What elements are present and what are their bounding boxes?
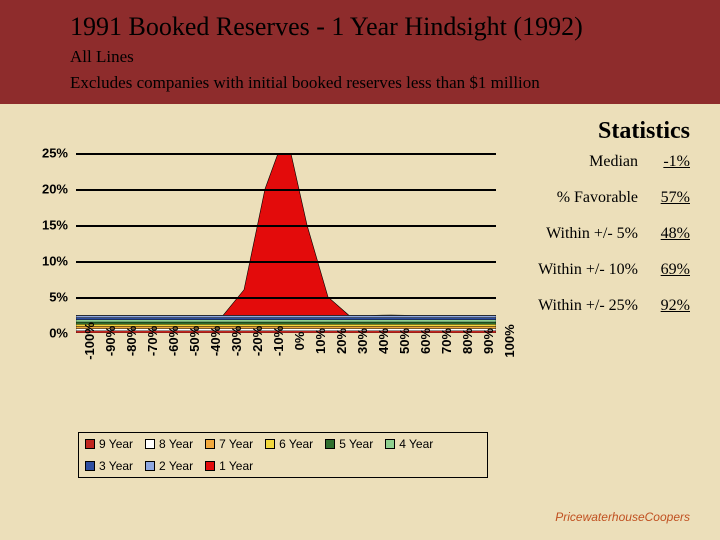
legend-item: 4 Year [385,437,433,451]
baseline-band [76,322,496,324]
legend-item: 2 Year [145,459,193,473]
baseline-band [76,327,496,329]
statistics-panel: Median-1%% Favorable57%Within +/- 5%48%W… [518,153,720,413]
y-tick-label: 20% [42,182,68,197]
legend-swatch [385,439,395,449]
x-tick-label: -70% [145,326,160,356]
x-tick-label: -60% [166,326,181,356]
legend-item: 9 Year [85,437,133,451]
legend-label: 3 Year [99,459,133,473]
baseline-band [76,318,496,320]
x-tick-label: -50% [187,326,202,356]
x-tick-label: -10% [271,326,286,356]
legend-swatch [85,439,95,449]
stat-label: Within +/- 5% [546,225,638,243]
subtitle-line1: All Lines [70,46,720,68]
x-tick-label: 0% [292,332,307,351]
stat-row: Within +/- 25% 92% [518,297,690,315]
baseline-band [76,320,496,322]
stat-label: Within +/- 25% [538,297,638,315]
legend-swatch [85,461,95,471]
x-tick-label: -20% [250,326,265,356]
x-tick-label: 10% [313,328,328,354]
distribution-chart: 0%5%10%15%20%25% -100%-90%-80%-70%-60%-5… [28,153,518,413]
x-tick-label: 20% [334,328,349,354]
y-axis-labels: 0%5%10%15%20%25% [28,153,72,333]
y-tick-label: 0% [49,326,68,341]
content-row: 0%5%10%15%20%25% -100%-90%-80%-70%-60%-5… [0,153,720,413]
stat-row: Median -1% [518,153,690,171]
baseline-band [76,324,496,326]
stat-label: Within +/- 10% [538,261,638,279]
legend: 9 Year 8 Year 7 Year 6 Year 5 Year 4 Year 3 Ye… [78,432,488,478]
stat-value: 57% [650,189,690,207]
x-tick-label: -80% [124,326,139,356]
legend-swatch [325,439,335,449]
slide: 1991 Booked Reserves - 1 Year Hindsight … [0,0,720,540]
stat-label: % Favorable [557,189,638,207]
stat-value: 48% [650,225,690,243]
page-title: 1991 Booked Reserves - 1 Year Hindsight … [70,12,720,42]
header-bar: 1991 Booked Reserves - 1 Year Hindsight … [0,0,720,104]
legend-label: 5 Year [339,437,373,451]
legend-swatch [265,439,275,449]
legend-label: 1 Year [219,459,253,473]
x-tick-label: 80% [460,328,475,354]
x-tick-label: 40% [376,328,391,354]
footer-brand: PricewaterhouseCoopers [555,510,690,524]
legend-item: 1 Year [205,459,253,473]
primary-series-area [76,153,496,315]
legend-label: 6 Year [279,437,313,451]
x-tick-label: 70% [439,328,454,354]
legend-label: 4 Year [399,437,433,451]
chart-svg [76,153,496,333]
grid-line [76,261,496,263]
legend-item: 7 Year [205,437,253,451]
subtitle-line2: Excludes companies with initial booked r… [70,72,720,94]
stat-row: Within +/- 5% 48% [518,225,690,243]
x-tick-label: 30% [355,328,370,354]
legend-label: 2 Year [159,459,193,473]
x-tick-label: -30% [229,326,244,356]
statistics-heading: Statistics [0,118,690,145]
legend-swatch [145,439,155,449]
legend-item: 5 Year [325,437,373,451]
y-tick-label: 25% [42,146,68,161]
legend-swatch [205,461,215,471]
y-tick-label: 10% [42,254,68,269]
y-tick-label: 5% [49,290,68,305]
x-tick-label: 100% [502,325,517,358]
grid-line [76,225,496,227]
legend-item: 8 Year [145,437,193,451]
x-tick-label: 50% [397,328,412,354]
stat-row: Within +/- 10% 69% [518,261,690,279]
stat-value: -1% [650,153,690,171]
x-tick-label: 90% [481,328,496,354]
stat-row: % Favorable 57% [518,189,690,207]
y-tick-label: 15% [42,218,68,233]
x-axis-labels: -100%-90%-80%-70%-60%-50%-40%-30%-20%-10… [76,337,496,397]
x-tick-label: -40% [208,326,223,356]
legend-label: 8 Year [159,437,193,451]
baseline-band [76,329,496,331]
legend-swatch [145,461,155,471]
grid-line [76,189,496,191]
grid-line [76,153,496,155]
x-tick-label: 60% [418,328,433,354]
x-tick-label: -100% [82,322,97,360]
baseline-band [76,331,496,333]
legend-label: 7 Year [219,437,253,451]
grid-line [76,297,496,299]
plot-area [76,153,496,333]
stat-label: Median [589,153,638,171]
legend-item: 3 Year [85,459,133,473]
legend-label: 9 Year [99,437,133,451]
legend-item: 6 Year [265,437,313,451]
legend-swatch [205,439,215,449]
stat-value: 92% [650,297,690,315]
baseline-band [76,316,496,318]
stat-value: 69% [650,261,690,279]
x-tick-label: -90% [103,326,118,356]
